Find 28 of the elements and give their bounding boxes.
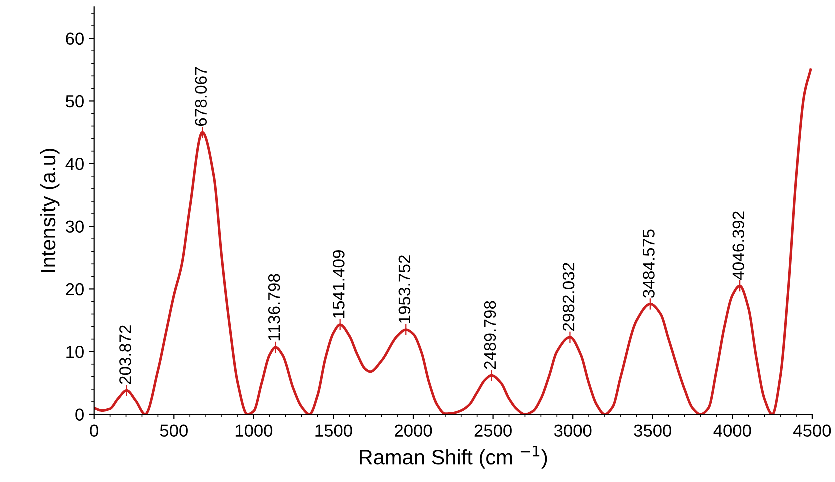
y-tick-label: 0 bbox=[76, 408, 84, 421]
x-tick-label: 0 bbox=[90, 424, 99, 437]
annotation: 1953.752 bbox=[398, 256, 411, 324]
x-tick-label: 1500 bbox=[316, 424, 352, 437]
y-tick-label: 60 bbox=[66, 32, 84, 46]
y-tick-label: 50 bbox=[66, 95, 84, 108]
y-tick-label: 20 bbox=[66, 283, 84, 296]
x-tick-label: 4500 bbox=[794, 424, 832, 437]
x-tick-label: 3500 bbox=[634, 424, 672, 437]
x-tick-label: 500 bbox=[160, 424, 188, 437]
x-tick-label: 4000 bbox=[714, 424, 752, 437]
x-axis-title: Raman Shift (cm $^{−1}$) bbox=[360, 446, 548, 469]
annotation: 3484.575 bbox=[643, 230, 655, 298]
y-tick-label: 10 bbox=[66, 346, 84, 358]
annotation: 4046.392 bbox=[732, 212, 745, 280]
annotation: 678.067 bbox=[195, 68, 208, 126]
annotation: 2489.798 bbox=[484, 301, 496, 370]
y-axis-title: Intensity (a.u) bbox=[40, 149, 60, 272]
x-tick-label: 2000 bbox=[395, 424, 432, 437]
y-tick-label: 30 bbox=[66, 220, 84, 233]
annotation: 1541.409 bbox=[333, 250, 345, 318]
annotation: 2982.032 bbox=[562, 263, 575, 331]
x-tick-label: 1000 bbox=[236, 424, 273, 437]
annotation: 1136.798 bbox=[268, 274, 280, 341]
annotation: 203.872 bbox=[120, 326, 132, 384]
x-tick-label: 2500 bbox=[474, 424, 512, 437]
y-tick-label: 40 bbox=[66, 158, 84, 170]
x-tick-label: 3000 bbox=[554, 424, 592, 437]
